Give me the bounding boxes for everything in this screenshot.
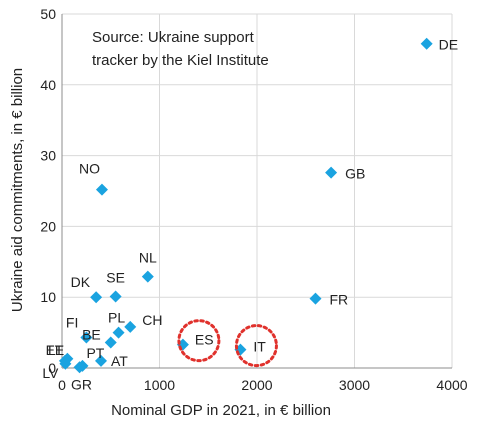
point-label-no: NO — [79, 161, 100, 177]
point-lv — [59, 357, 72, 370]
y-tick-label: 30 — [40, 148, 56, 164]
x-tick-label: 0 — [58, 377, 66, 393]
y-tick-label: 10 — [40, 289, 56, 305]
point-se — [109, 290, 122, 303]
highlight-circles — [177, 319, 278, 368]
point-label-it: IT — [253, 339, 266, 355]
point-label-lt: LT — [48, 342, 64, 358]
point-label-dk: DK — [71, 274, 91, 290]
point-dk — [90, 291, 103, 304]
point-at — [95, 354, 107, 367]
source-note-line-2: tracker by the Kiel Institute — [92, 52, 269, 69]
x-tick-label: 2000 — [241, 377, 272, 393]
gridlines — [62, 13, 453, 368]
y-tick-labels: 0 10 20 30 40 50 — [40, 6, 56, 376]
point-label-es: ES — [195, 332, 214, 348]
point-label-be: BE — [82, 327, 101, 343]
point-nl — [141, 270, 154, 283]
point-be — [104, 336, 117, 349]
y-tick-label: 50 — [40, 6, 56, 22]
y-tick-label: 20 — [40, 218, 56, 234]
point-label-gb: GB — [345, 166, 365, 182]
y-axis-title: Ukraine aid commitments, in € billion — [9, 68, 26, 312]
highlight-circle-it — [234, 324, 278, 368]
point-label-fr: FR — [330, 292, 349, 308]
point-fi — [80, 331, 93, 344]
x-tick-label: 1000 — [144, 377, 175, 393]
point-label-de: DE — [439, 37, 458, 53]
point-label-ee: EE — [46, 342, 65, 358]
point-label-gr: GR — [71, 376, 92, 392]
y-tick-label: 0 — [48, 360, 56, 376]
y-tick-label: 40 — [40, 77, 56, 93]
point-label-pl: PL — [108, 310, 125, 326]
point-label-ch: CH — [142, 312, 162, 328]
point-de — [420, 37, 433, 50]
point-label-at: AT — [111, 353, 128, 369]
x-tick-label: 3000 — [339, 377, 370, 393]
source-note-line-1: Source: Ukraine support — [92, 29, 255, 46]
axes — [61, 14, 452, 369]
point-ch — [124, 320, 137, 333]
x-axis-title: Nominal GDP in 2021, in € billion — [111, 402, 331, 419]
data-points — [58, 37, 433, 374]
point-label-fi: FI — [66, 315, 78, 331]
x-tick-label: 4000 — [436, 377, 467, 393]
point-label-lv: LV — [42, 365, 59, 381]
point-label-se: SE — [106, 269, 125, 285]
point-no — [95, 183, 108, 196]
point-pl — [112, 326, 125, 339]
point-label-pt: PT — [86, 345, 104, 361]
highlight-circle-es — [177, 319, 221, 363]
x-tick-labels: 0 1000 2000 3000 4000 — [58, 377, 468, 393]
point-label-nl: NL — [139, 250, 157, 266]
point-fr — [309, 292, 322, 305]
point-gb — [325, 166, 338, 179]
point-gr — [73, 361, 86, 374]
